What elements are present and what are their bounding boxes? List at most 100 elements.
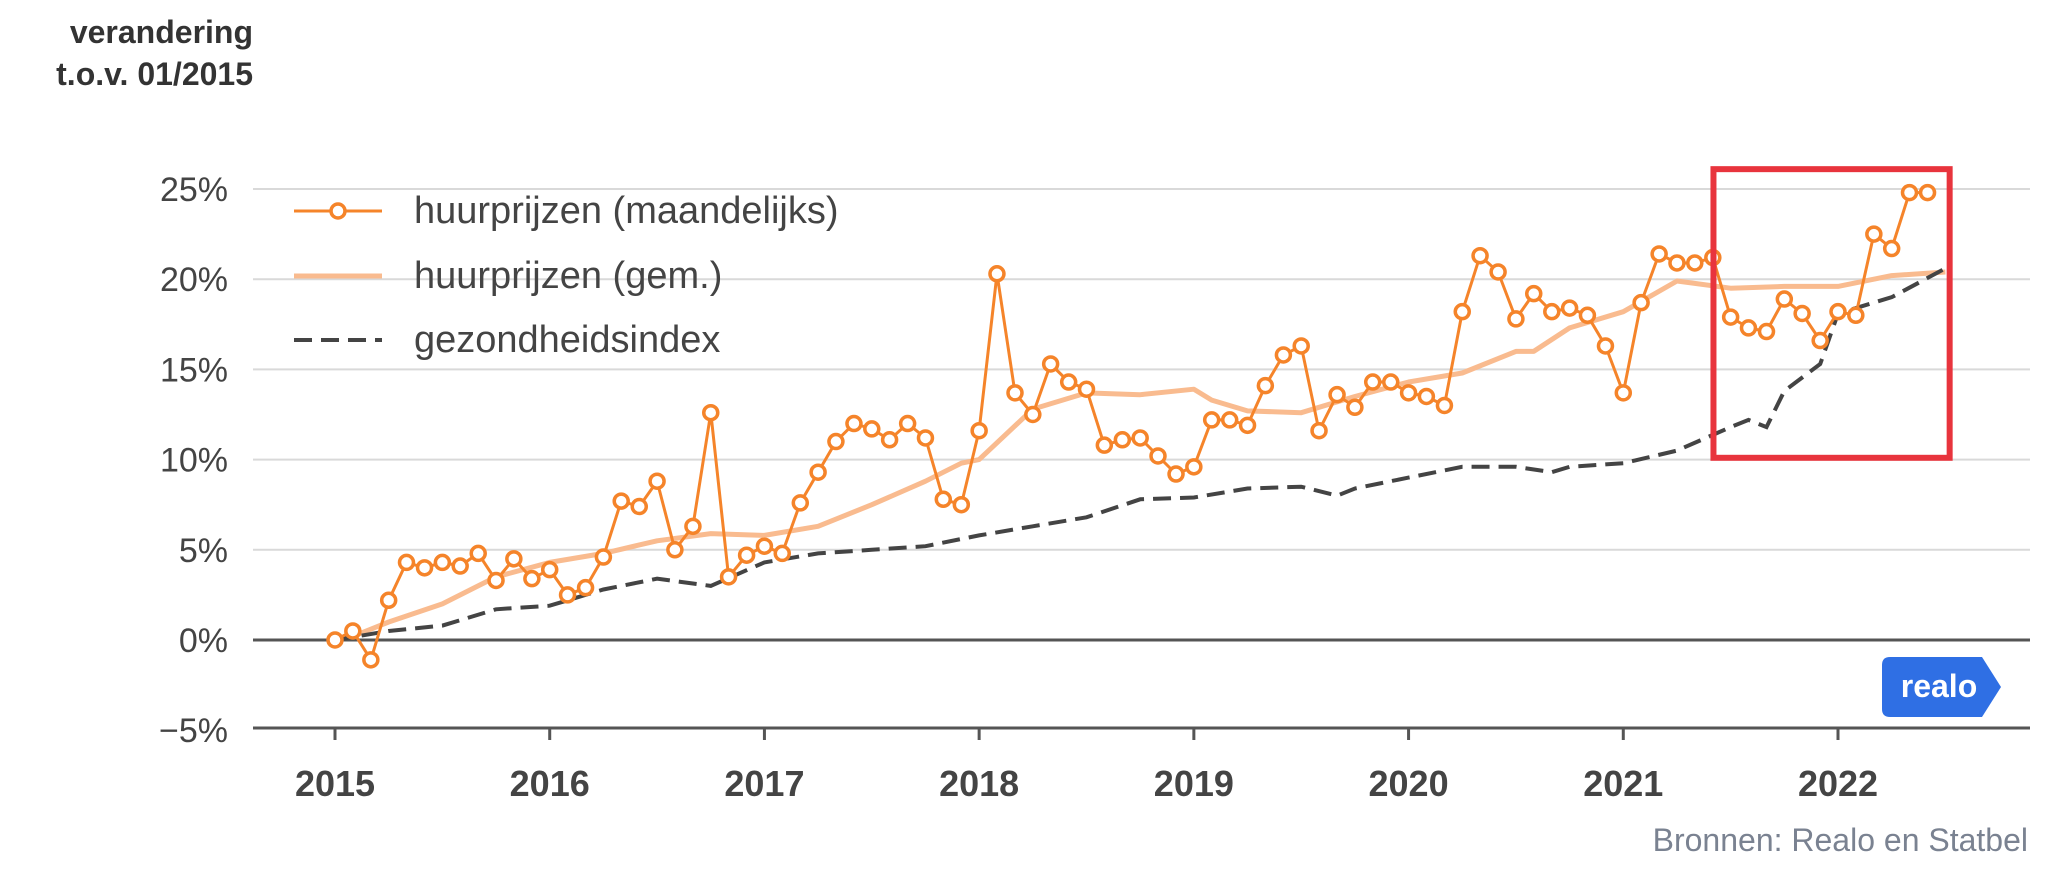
realo-logo: realo <box>1882 657 2001 717</box>
realo-logo-shape <box>1882 657 2001 717</box>
data-point <box>1489 263 1507 281</box>
data-point <box>1310 421 1328 440</box>
data-point <box>1149 447 1167 465</box>
data-point <box>1292 337 1310 355</box>
data-point <box>845 414 863 433</box>
data-point <box>1596 337 1615 355</box>
data-point <box>1739 319 1758 337</box>
data-point <box>702 403 720 422</box>
data-point <box>1793 304 1811 323</box>
data-point <box>1614 384 1633 402</box>
data-point <box>433 553 452 572</box>
data-point <box>1524 284 1543 303</box>
data-point <box>1775 290 1794 308</box>
data-point <box>863 420 881 438</box>
data-point <box>1507 310 1525 328</box>
data-point <box>1650 245 1668 263</box>
data-point <box>1578 306 1597 325</box>
data-point <box>1918 183 1937 202</box>
data-point <box>719 568 738 586</box>
data-point <box>397 553 416 572</box>
data-point <box>1865 225 1883 243</box>
data-point <box>1560 299 1579 317</box>
legend: huurprijzen (maandelijks) huurprijzen (ge… <box>294 190 839 361</box>
data-point <box>415 559 434 577</box>
highlight-box <box>1710 166 1953 461</box>
series-line-huurprijzen-gem <box>351 269 1946 639</box>
data-point <box>1721 308 1740 326</box>
data-point <box>1668 254 1686 272</box>
data-point <box>898 414 917 433</box>
data-point <box>594 548 613 566</box>
data-point <box>916 429 935 447</box>
y-tick-label: 20% <box>160 261 228 299</box>
source-note: Bronnen: Realo en Statbel <box>1652 822 2028 858</box>
data-point <box>1543 302 1561 321</box>
data-point <box>326 631 344 649</box>
data-point <box>755 537 774 555</box>
data-point <box>970 421 988 440</box>
data-point <box>540 560 559 579</box>
data-point <box>1900 183 1919 202</box>
data-point <box>1274 346 1293 364</box>
y-axis-label-line1: verandering <box>69 14 253 50</box>
y-tick-label: 5% <box>179 532 228 570</box>
legend-label: huurprijzen (maandelijks) <box>414 190 839 232</box>
data-point <box>1453 302 1471 321</box>
data-point <box>612 492 630 510</box>
series-layer <box>326 183 1947 669</box>
legend-marker <box>329 202 347 220</box>
data-point <box>1059 373 1078 391</box>
x-tick-label: 2022 <box>1798 763 1878 804</box>
legend-label: huurprijzen (gem.) <box>414 255 722 297</box>
x-tick-label: 2016 <box>510 763 590 804</box>
data-point <box>487 571 505 590</box>
data-point <box>362 651 380 669</box>
data-point <box>1256 376 1275 395</box>
data-point <box>1847 306 1865 325</box>
y-tick-label: 10% <box>160 442 228 480</box>
data-point <box>1077 380 1096 398</box>
data-point <box>773 544 791 563</box>
y-tick-label: 0% <box>179 622 228 660</box>
data-point <box>952 495 971 514</box>
data-point <box>684 517 702 536</box>
data-point <box>1435 396 1454 415</box>
data-point <box>666 541 684 559</box>
data-point <box>1882 239 1901 258</box>
data-point <box>469 544 487 563</box>
data-point <box>1185 458 1203 476</box>
y-tick-label: 25% <box>160 171 228 209</box>
realo-logo-text: realo <box>1901 668 1977 704</box>
data-point <box>344 622 362 640</box>
data-point <box>827 432 845 451</box>
data-point <box>1220 411 1239 429</box>
data-point <box>809 463 827 481</box>
legend-label: gezondheidsindex <box>414 319 720 361</box>
data-point <box>523 569 541 588</box>
data-point <box>1041 355 1060 373</box>
data-point <box>1363 373 1382 391</box>
data-point <box>1113 431 1132 449</box>
data-point <box>648 472 666 490</box>
highlight-rectangle <box>1710 166 1953 461</box>
data-point <box>1686 254 1704 272</box>
x-tick-label: 2018 <box>939 763 1019 804</box>
series-line-gezondheidsindex <box>334 266 1947 642</box>
data-point <box>1471 246 1489 265</box>
grid-lines <box>253 188 2030 551</box>
data-point <box>1202 411 1221 429</box>
data-point <box>1757 322 1776 341</box>
data-point <box>1417 387 1436 406</box>
x-tick-label: 2019 <box>1154 763 1234 804</box>
data-point <box>1238 416 1257 435</box>
x-tick-label: 2015 <box>295 763 375 804</box>
y-axis-label-line2: t.o.v. 01/2015 <box>56 56 253 92</box>
data-point <box>1382 373 1400 391</box>
data-point <box>791 494 810 512</box>
data-point <box>576 578 595 597</box>
x-tick-label: 2017 <box>724 763 804 804</box>
y-tick-label: 15% <box>160 351 228 389</box>
data-point <box>1632 293 1650 312</box>
